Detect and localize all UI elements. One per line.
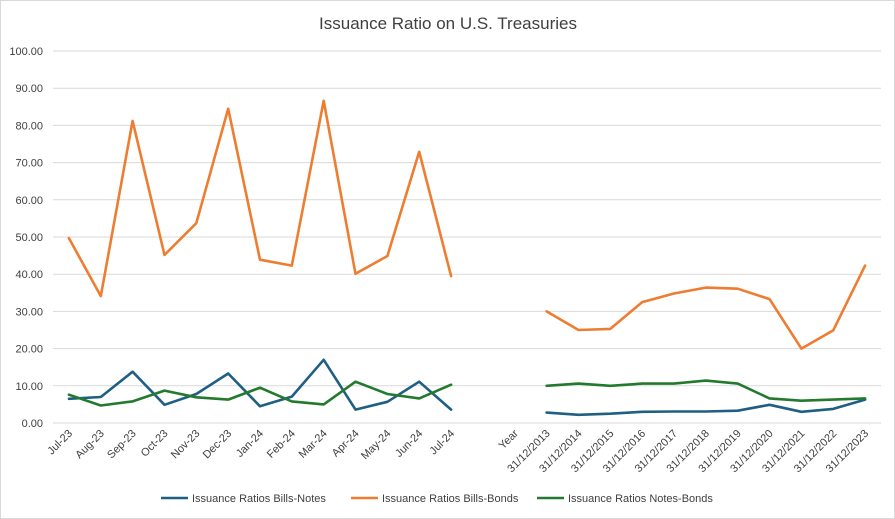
x-tick-label: Jul-24 [428, 428, 458, 458]
x-tick-label: Dec-23 [201, 428, 235, 462]
x-tick-label: Sep-23 [105, 428, 139, 462]
y-tick-label: 30.00 [15, 306, 43, 318]
x-tick-label: Nov-23 [169, 428, 203, 462]
series-line-3 [67, 379, 867, 407]
y-tick-label: 100.00 [9, 46, 43, 58]
legend-label: Issuance Ratios Bills-Bonds [382, 493, 519, 505]
legend-label: Issuance Ratios Notes-Bonds [568, 493, 713, 505]
x-tick-label: Oct-23 [139, 428, 171, 460]
y-tick-label: 60.00 [15, 195, 43, 207]
y-tick-label: 70.00 [15, 158, 43, 170]
y-tick-label: 10.00 [15, 381, 43, 393]
x-tick-label: Year [497, 427, 521, 451]
gridlines [53, 50, 881, 424]
x-tick-label: May-24 [359, 428, 393, 462]
chart-title: Issuance Ratio on U.S. Treasuries [319, 14, 577, 33]
series-lines [67, 99, 867, 417]
y-tick-label: 80.00 [15, 120, 43, 132]
y-tick-label: 90.00 [15, 83, 43, 95]
y-axis-ticks: 0.00 10.00 20.00 30.00 40.00 50.00 60.00 70.00 8… [9, 46, 43, 430]
y-tick-label: 20.00 [15, 344, 43, 356]
x-tick-label: Feb-24 [265, 428, 298, 461]
series-line-2 [67, 99, 867, 350]
y-tick-label: 0.00 [22, 418, 43, 430]
x-tick-label: Mar-24 [297, 428, 330, 461]
y-tick-label: 50.00 [15, 232, 43, 244]
x-tick-label: Aug-23 [73, 428, 107, 462]
y-tick-label: 40.00 [15, 269, 43, 281]
series-line-1 [67, 358, 867, 417]
legend: Issuance Ratios Bills-Notes Issuance Rati… [161, 493, 713, 505]
legend-label: Issuance Ratios Bills-Notes [192, 493, 326, 505]
x-tick-label: Jun-24 [393, 428, 425, 460]
x-tick-label: Jan-24 [234, 428, 266, 460]
x-tick-label: Apr-24 [330, 428, 362, 460]
x-tick-label: Jul-23 [45, 428, 75, 458]
